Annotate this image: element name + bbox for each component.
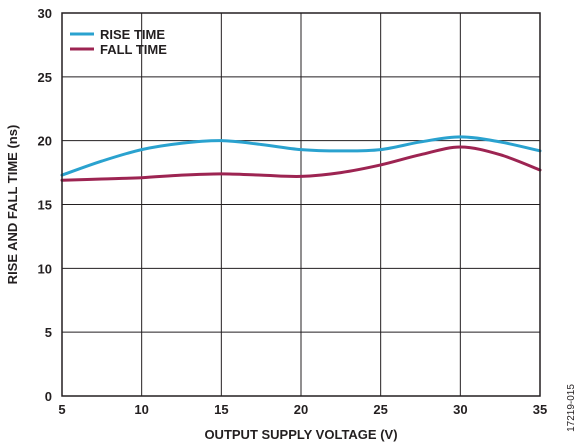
data-series — [60, 135, 542, 182]
rise-time-line — [60, 135, 542, 177]
x-tick-label: 30 — [453, 402, 467, 417]
y-tick-label: 20 — [38, 134, 52, 149]
x-tick-label: 20 — [294, 402, 308, 417]
y-axis-title: RISE AND FALL TIME (ns) — [5, 125, 20, 285]
fall-time-line — [60, 145, 542, 182]
y-tick-labels: 0 5 10 15 20 25 30 — [38, 6, 52, 404]
y-tick-label: 0 — [45, 389, 52, 404]
x-tick-label: 5 — [58, 402, 65, 417]
x-tick-labels: 5 10 15 20 25 30 35 — [58, 402, 547, 417]
fall-time-legend-label: FALL TIME — [100, 42, 167, 57]
x-axis-title: OUTPUT SUPPLY VOLTAGE (V) — [204, 427, 397, 442]
rise-time-legend-label: RISE TIME — [100, 27, 165, 42]
grid-lines — [61, 12, 541, 397]
plot-frame — [61, 12, 541, 397]
x-tick-label: 35 — [533, 402, 547, 417]
figure-id: 17219-015 — [566, 384, 577, 432]
x-tick-label: 25 — [373, 402, 387, 417]
y-tick-label: 5 — [45, 325, 52, 340]
y-tick-label: 10 — [38, 261, 52, 276]
y-tick-label: 30 — [38, 6, 52, 21]
y-tick-label: 25 — [38, 70, 52, 85]
y-tick-label: 15 — [38, 198, 52, 213]
x-tick-label: 15 — [214, 402, 228, 417]
x-tick-label: 10 — [134, 402, 148, 417]
